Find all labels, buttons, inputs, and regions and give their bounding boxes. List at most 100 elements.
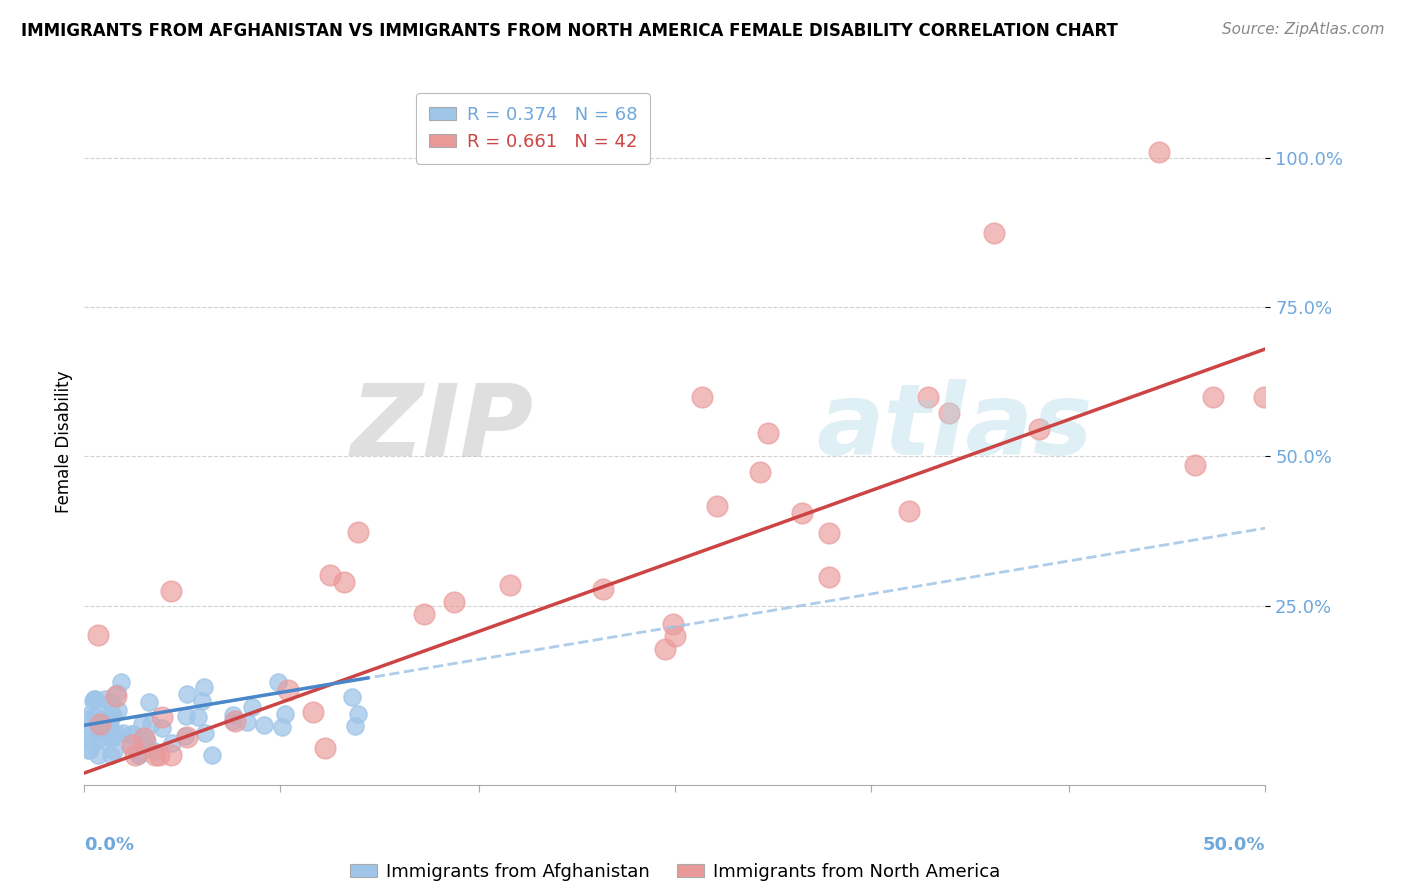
Text: atlas: atlas bbox=[817, 379, 1092, 476]
Point bbox=[201, 748, 224, 763]
Point bbox=[84, 710, 107, 724]
Legend: Immigrants from Afghanistan, Immigrants from North America: Immigrants from Afghanistan, Immigrants … bbox=[343, 855, 1007, 888]
Point bbox=[817, 525, 839, 540]
Point bbox=[592, 582, 614, 597]
Point bbox=[100, 748, 122, 763]
Point bbox=[654, 641, 676, 656]
Point bbox=[662, 617, 685, 632]
Point bbox=[98, 727, 121, 741]
Point bbox=[756, 425, 779, 440]
Point bbox=[93, 714, 115, 729]
Point bbox=[302, 705, 325, 719]
Point bbox=[89, 717, 111, 731]
Point bbox=[499, 578, 522, 592]
Point bbox=[79, 743, 101, 757]
Point bbox=[221, 707, 243, 722]
Point bbox=[101, 708, 124, 723]
Point bbox=[917, 390, 939, 404]
Point bbox=[139, 717, 162, 731]
Point bbox=[938, 406, 960, 420]
Point bbox=[86, 628, 108, 642]
Point bbox=[346, 524, 368, 539]
Point bbox=[127, 748, 149, 763]
Point bbox=[191, 694, 214, 708]
Point bbox=[104, 726, 127, 740]
Point bbox=[89, 724, 111, 739]
Point bbox=[75, 708, 97, 723]
Point bbox=[121, 739, 143, 753]
Point bbox=[240, 699, 263, 714]
Point bbox=[73, 712, 96, 726]
Point bbox=[235, 715, 257, 730]
Point bbox=[1028, 422, 1050, 436]
Point bbox=[176, 731, 198, 745]
Point bbox=[224, 714, 246, 728]
Point bbox=[110, 674, 132, 689]
Point bbox=[100, 695, 122, 709]
Text: 50.0%: 50.0% bbox=[1204, 837, 1265, 855]
Point bbox=[138, 695, 160, 709]
Point bbox=[319, 567, 342, 582]
Point bbox=[82, 694, 104, 708]
Point bbox=[270, 720, 292, 734]
Point bbox=[112, 725, 135, 739]
Point bbox=[1184, 458, 1206, 473]
Point bbox=[413, 607, 436, 621]
Point bbox=[93, 723, 115, 738]
Point bbox=[342, 690, 364, 704]
Point bbox=[347, 707, 370, 722]
Point bbox=[443, 595, 465, 609]
Point bbox=[131, 717, 153, 731]
Point bbox=[96, 713, 118, 727]
Point bbox=[333, 574, 356, 589]
Point bbox=[277, 683, 299, 698]
Point bbox=[314, 740, 336, 755]
Point bbox=[148, 748, 170, 763]
Point bbox=[105, 686, 128, 700]
Point bbox=[142, 744, 165, 758]
Point bbox=[105, 690, 128, 704]
Point bbox=[194, 725, 217, 739]
Point bbox=[118, 739, 141, 754]
Point bbox=[101, 708, 124, 723]
Text: IMMIGRANTS FROM AFGHANISTAN VS IMMIGRANTS FROM NORTH AMERICA FEMALE DISABILITY C: IMMIGRANTS FROM AFGHANISTAN VS IMMIGRANT… bbox=[21, 22, 1118, 40]
Point bbox=[103, 730, 125, 744]
Point bbox=[160, 748, 183, 763]
Point bbox=[664, 629, 686, 643]
Point bbox=[76, 726, 98, 740]
Point bbox=[89, 731, 111, 746]
Point bbox=[87, 705, 110, 719]
Point bbox=[187, 709, 209, 723]
Point bbox=[749, 465, 772, 479]
Point bbox=[1147, 145, 1170, 159]
Point bbox=[344, 719, 367, 733]
Point bbox=[87, 721, 110, 735]
Text: ZIP: ZIP bbox=[350, 379, 533, 476]
Point bbox=[792, 506, 814, 520]
Point bbox=[83, 692, 105, 706]
Point bbox=[91, 732, 114, 747]
Point bbox=[86, 748, 108, 763]
Point bbox=[1253, 390, 1275, 404]
Point bbox=[94, 691, 117, 706]
Point bbox=[132, 732, 155, 747]
Point bbox=[818, 570, 841, 584]
Point bbox=[124, 748, 146, 763]
Point bbox=[160, 736, 183, 750]
Point bbox=[143, 748, 166, 763]
Point bbox=[193, 680, 215, 694]
Point bbox=[121, 727, 143, 741]
Point bbox=[898, 504, 921, 518]
Point bbox=[83, 691, 105, 706]
Point bbox=[174, 729, 197, 743]
Point bbox=[706, 499, 728, 513]
Text: 0.0%: 0.0% bbox=[84, 837, 135, 855]
Point bbox=[120, 727, 142, 741]
Point bbox=[76, 742, 98, 756]
Point bbox=[135, 734, 157, 748]
Point bbox=[97, 731, 120, 745]
Point bbox=[132, 731, 155, 745]
Point bbox=[150, 721, 173, 735]
Text: Source: ZipAtlas.com: Source: ZipAtlas.com bbox=[1222, 22, 1385, 37]
Point bbox=[152, 709, 174, 723]
